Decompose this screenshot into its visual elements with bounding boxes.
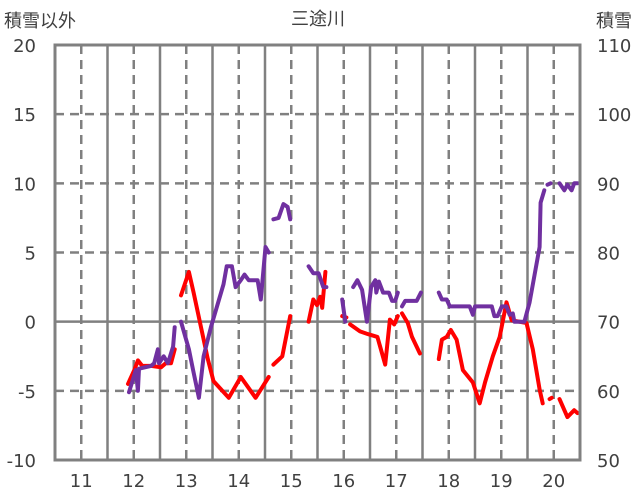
y-right-tick-label: 90 [597,174,620,195]
y-right-tick-label: 60 [597,382,620,403]
y-right-tick-label: 70 [597,313,620,334]
x-tick-label: 18 [437,471,460,492]
y-left-tick-label: 20 [13,36,36,57]
x-tick-label: 15 [280,471,303,492]
y-right-tick-label: 80 [597,244,620,265]
y-right-tick-label: 50 [597,451,620,472]
non-snow-series-line [547,395,554,402]
snow-series-line [127,325,177,395]
ticks: 11 12 13 14 15 16 17 18 19 20 20 110 15 100 10 90 5 80 0 70… [7,36,632,492]
x-tick-label: 20 [542,471,565,492]
left-axis-label: 積雪以外 [4,11,76,32]
non-snow-series-line [436,300,545,406]
x-tick-label: 17 [385,471,408,492]
y-right-tick-label: 100 [597,105,631,126]
non-snow-series-line [348,314,400,367]
y-left-tick-label: -10 [7,451,36,472]
y-left-tick-label: 10 [13,174,36,195]
chart-title: 三途川 [291,9,345,30]
non-snow-series-line [306,269,328,324]
right-axis-label: 積雪 [596,11,632,32]
non-snow-series-line [179,269,271,400]
snow-series-line [179,245,271,400]
series-group [126,181,580,420]
snow-series-line [306,264,329,290]
y-left-tick-label: -5 [18,382,36,403]
snow-series-line [545,181,553,187]
x-tick-label: 12 [122,471,145,492]
x-tick-label: 13 [175,471,198,492]
x-tick-label: 14 [227,471,250,492]
x-tick-label: 16 [332,471,355,492]
snow-series-line [557,181,580,193]
plot-frame [53,43,582,462]
y-right-tick-label: 110 [597,36,631,57]
x-tick-label: 11 [70,471,93,492]
non-snow-series-line [400,311,422,356]
non-snow-series-line [271,314,293,367]
y-left-tick-label: 5 [25,244,36,265]
grid [55,45,580,460]
snow-series-line [340,297,348,324]
non-snow-series-line [557,397,580,420]
y-left-tick-label: 15 [13,105,36,126]
snow-series-line [271,202,293,222]
snow-series-line [400,290,423,309]
y-left-tick-label: 0 [25,313,36,334]
x-tick-label: 19 [490,471,513,492]
snow-series-line [351,278,400,324]
snow-series-line [436,188,547,324]
